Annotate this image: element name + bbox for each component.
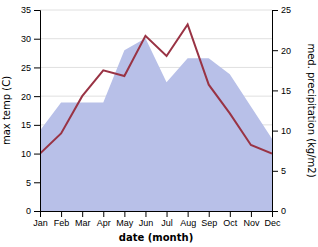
tick-label: Jun — [139, 218, 154, 228]
tick-label: Jul — [161, 218, 173, 228]
tick-label: 5 — [281, 166, 286, 176]
tick: 25 — [272, 5, 291, 15]
tick-mark — [230, 211, 231, 217]
tick-mark — [272, 10, 278, 11]
tick-label: Apr — [97, 218, 111, 228]
tick-label: 15 — [21, 120, 31, 130]
tick-label: 25 — [21, 63, 31, 73]
tick-label: 15 — [281, 86, 291, 96]
tick-mark — [103, 211, 104, 217]
tick-mark — [272, 131, 278, 132]
tick-label: 35 — [21, 5, 31, 15]
tick: 5 — [26, 178, 40, 188]
x-axis: Jan Feb Mar Apr May Jun Jul Aug Sep Oct Nov Dec — [33, 211, 281, 228]
tick-mark — [145, 211, 146, 217]
tick: Jul — [161, 211, 173, 228]
tick-mark — [272, 171, 278, 172]
tick: Oct — [223, 211, 238, 228]
tick-mark — [272, 211, 278, 212]
tick-label: Mar — [75, 218, 91, 228]
tick: Dec — [264, 211, 281, 228]
y2-axis-title: med. precipitation (kg/m2) — [306, 43, 317, 177]
tick-mark — [82, 211, 83, 217]
tick: Nov — [243, 211, 260, 228]
tick: Jun — [139, 211, 154, 228]
tick: 35 — [21, 5, 40, 15]
grid — [40, 10, 272, 211]
tick-mark — [272, 90, 278, 91]
tick-mark — [34, 96, 40, 97]
marks — [40, 24, 272, 211]
tick-label: Feb — [54, 218, 70, 228]
tick: 0 — [26, 206, 40, 216]
tick-label: 0 — [26, 206, 31, 216]
axis-line — [34, 11, 41, 212]
tick: 15 — [272, 86, 291, 96]
tick-label: 20 — [281, 46, 291, 56]
tick-label: 20 — [21, 92, 31, 102]
tick-mark — [34, 211, 40, 212]
tick-mark — [272, 50, 278, 51]
tick-mark — [167, 211, 168, 217]
chart: JanFebMarAprMayJunJulAugSepOctNovDec0510… — [0, 0, 318, 247]
tick-label: Dec — [264, 218, 281, 228]
tick-mark — [34, 10, 40, 11]
tick-mark — [61, 211, 62, 217]
line — [40, 24, 272, 153]
tick: 20 — [272, 46, 291, 56]
tick-label: 5 — [26, 178, 31, 188]
tick-label: Oct — [223, 218, 238, 228]
tick-mark — [124, 211, 125, 217]
tick-mark — [251, 211, 252, 217]
tick-label: Aug — [180, 218, 196, 228]
tick: Feb — [54, 211, 70, 228]
x-axis-title: date (month) — [119, 232, 193, 243]
tick: May — [116, 211, 134, 228]
tick: 5 — [272, 166, 286, 176]
tick-mark — [34, 182, 40, 183]
plot: JanFebMarAprMayJunJulAugSepOctNovDec0510… — [21, 5, 291, 228]
tick: Aug — [180, 211, 196, 228]
tick: 20 — [21, 92, 40, 102]
tick-label: Sep — [201, 218, 217, 228]
tick: 30 — [21, 34, 40, 44]
axis-line — [273, 11, 279, 212]
y2-axis: 0 5 10 15 20 25 — [272, 5, 291, 216]
tick-label: 10 — [281, 126, 291, 136]
tick: 25 — [21, 63, 40, 73]
tick: 15 — [21, 120, 40, 130]
tick-mark — [209, 211, 210, 217]
tick-label: Jan — [33, 218, 48, 228]
tick: 10 — [272, 126, 291, 136]
y-axis: 0 5 10 15 20 25 30 35 — [21, 5, 41, 216]
tick-label: 25 — [281, 5, 291, 15]
tick-label: 10 — [21, 149, 31, 159]
grid-line — [40, 10, 272, 11]
tick-label: Nov — [243, 218, 260, 228]
tick-mark — [34, 67, 40, 68]
tick-mark — [34, 39, 40, 40]
tick: Jan — [33, 211, 48, 228]
tick: Mar — [75, 211, 91, 228]
tick-mark — [34, 154, 40, 155]
y-axis-title: max temp (C) — [1, 76, 12, 145]
axis-line — [41, 212, 273, 218]
tick-label: 30 — [21, 34, 31, 44]
tick: 0 — [272, 206, 286, 216]
grid-line — [40, 38, 272, 39]
tick-label: May — [116, 218, 134, 228]
tick: Sep — [201, 211, 217, 228]
tick: 10 — [21, 149, 40, 159]
tick-label: 0 — [281, 206, 286, 216]
tick-mark — [188, 211, 189, 217]
tick-mark — [34, 125, 40, 126]
tick: Apr — [97, 211, 111, 228]
